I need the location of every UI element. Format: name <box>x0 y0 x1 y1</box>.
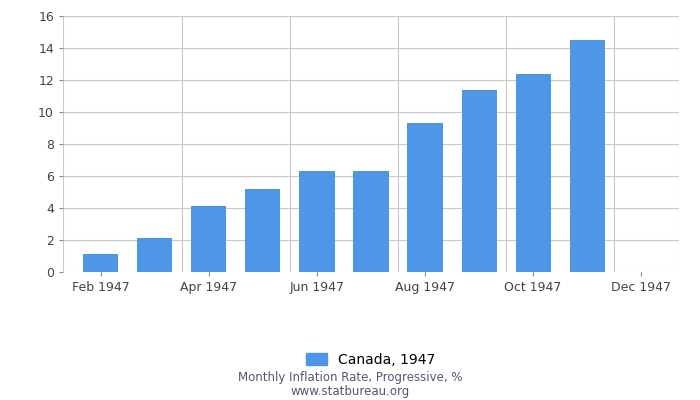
Bar <box>570 40 605 272</box>
Bar <box>246 189 281 272</box>
Bar <box>407 123 442 272</box>
Bar <box>191 206 227 272</box>
Bar <box>515 74 551 272</box>
Bar <box>461 90 496 272</box>
Bar <box>137 238 172 272</box>
Legend: Canada, 1947: Canada, 1947 <box>301 348 441 372</box>
Bar <box>300 171 335 272</box>
Text: www.statbureau.org: www.statbureau.org <box>290 385 410 398</box>
Bar <box>354 171 388 272</box>
Text: Monthly Inflation Rate, Progressive, %: Monthly Inflation Rate, Progressive, % <box>238 372 462 384</box>
Bar <box>83 254 118 272</box>
